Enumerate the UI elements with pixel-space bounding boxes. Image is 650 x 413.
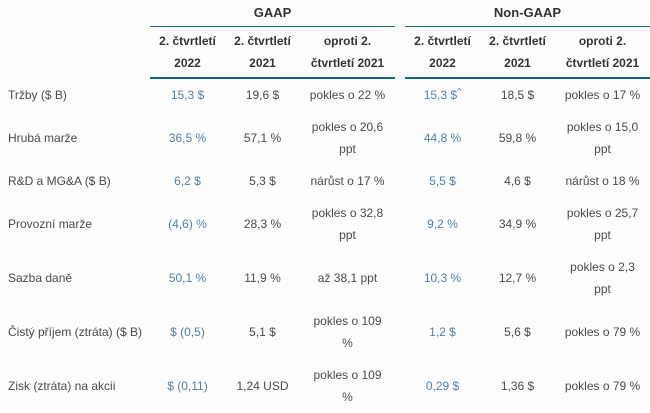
gaap-cell-q2-2022: 50,1 %: [168, 271, 207, 285]
nongaap-cell-change: pokles o 79 %: [555, 359, 650, 413]
nongaap-cell-change: pokles o 79 %: [555, 305, 650, 359]
nongaap-col-q2-2021: 2. čtvrtletí 2021: [480, 26, 556, 79]
gaap-cell-q2-2022: (4,6) %: [168, 217, 207, 231]
corner-cell: [0, 27, 150, 79]
corner-cell: [0, 0, 150, 27]
nongaap-cell-q2-2022: 10,3 %: [423, 271, 462, 285]
gaap-cell-change: pokles o 109 %: [300, 305, 395, 359]
gaap-cell-q2-2022: 36,5 %: [168, 131, 207, 145]
gaap-cell-q2-2021: 11,9 %: [244, 271, 281, 285]
change-text: pokles o 15,0 ppt: [566, 120, 639, 156]
group-spacer: [395, 111, 405, 165]
change-text: pokles o 2,3 ppt: [570, 260, 635, 296]
group-spacer: [395, 0, 405, 27]
nongaap-cell-q2-2021: 5,6 $: [504, 325, 531, 339]
gaap-cell-q2-2021: 57,1 %: [243, 131, 282, 145]
gaap-cell-change: pokles o 20,6 ppt: [300, 111, 395, 165]
row-label: Zisk (ztráta) na akcii: [8, 379, 116, 393]
gaap-cell-q2-2021: 5,3 $: [249, 174, 276, 188]
nongaap-cell-q2-2021: 4,6 $: [504, 174, 531, 188]
group-spacer: [395, 78, 405, 111]
change-text: pokles o 32,8 ppt: [311, 206, 384, 242]
nongaap-cell-change: pokles o 17 %: [555, 78, 650, 111]
group-spacer: [395, 251, 405, 305]
nongaap-cell-change: pokles o 15,0 ppt: [555, 111, 650, 165]
nongaap-cell-q2-2021: 34,9 %: [498, 217, 537, 231]
nongaap-cell-q2-2022: 0,29 $: [425, 379, 460, 393]
nongaap-group-header: Non-GAAP: [405, 0, 650, 27]
change-text: pokles o 25,7 ppt: [566, 206, 639, 242]
gaap-cell-change: pokles o 32,8 ppt: [300, 197, 395, 251]
nongaap-cell-change: pokles o 25,7 ppt: [555, 197, 650, 251]
change-text: pokles o 22 %: [309, 88, 386, 102]
change-text: nárůst o 17 %: [310, 174, 385, 188]
gaap-group-header: GAAP: [150, 0, 396, 27]
nongaap-col-q2-2022: 2. čtvrtletí 2022: [405, 26, 481, 79]
group-spacer: [395, 305, 405, 359]
gaap-cell-q2-2022: $ (0,5): [170, 325, 205, 339]
gaap-cell-q2-2022: $ (0,11): [167, 379, 208, 393]
change-text: pokles o 79 %: [564, 379, 641, 393]
table-row: Provozní marže (4,6) % 28,3 % pokles o 32,8…: [0, 197, 650, 251]
gaap-cell-change: až 38,1 ppt: [300, 251, 395, 305]
change-text: pokles o 17 %: [564, 88, 641, 102]
table-row: Tržby ($ B) 15,3 $ 19,6 $ pokles o 22 % 15,3…: [0, 78, 650, 111]
nongaap-cell-q2-2021: 59,8 %: [498, 131, 537, 145]
gaap-cell-change: nárůst o 17 %: [300, 165, 395, 197]
nongaap-col-change: oproti 2. čtvrtletí 2021: [555, 26, 650, 79]
change-text: pokles o 20,6 ppt: [311, 120, 384, 156]
nongaap-cell-q2-2021: 12,7 %: [498, 271, 537, 285]
row-label: Hrubá marže: [8, 131, 78, 145]
group-spacer: [395, 165, 405, 197]
change-text: pokles o 109 %: [313, 368, 382, 404]
table-row: Sazba daně 50,1 % 11,9 % až 38,1 ppt 10,3 % 1…: [0, 251, 650, 305]
group-header-row: GAAP Non-GAAP: [0, 0, 650, 27]
nongaap-cell-q2-2022: 44,8 %: [423, 131, 462, 145]
row-label: Provozní marže: [8, 217, 93, 231]
table-body: Tržby ($ B) 15,3 $ 19,6 $ pokles o 22 % 15,3…: [0, 78, 650, 413]
gaap-cell-q2-2021: 28,3 %: [243, 217, 282, 231]
nongaap-cell-q2-2021: 18,5 $: [500, 88, 535, 102]
table-row: R&D a MG&A ($ B) 6,2 $ 5,3 $ nárůst o 17 % 5…: [0, 165, 650, 197]
nongaap-cell-q2-2022: 9,2 %: [427, 217, 458, 231]
gaap-cell-q2-2021: 1,24 USD: [236, 379, 289, 393]
nongaap-cell-change: nárůst o 18 %: [555, 165, 650, 197]
nongaap-cell-q2-2021: 1,36 $: [500, 379, 535, 393]
row-label: Tržby ($ B): [8, 87, 67, 102]
column-header-row: 2. čtvrtletí 2022 2. čtvrtletí 2021 opro…: [0, 26, 650, 79]
gaap-col-change: oproti 2. čtvrtletí 2021: [300, 26, 396, 79]
table-row: Čistý příjem (ztráta) ($ B) $ (0,5) 5,1 $ p…: [0, 305, 650, 359]
nongaap-cell-q2-2022: 1,2 $: [429, 325, 456, 339]
change-text: pokles o 79 %: [564, 325, 641, 339]
gaap-cell-q2-2021: 19,6 $: [245, 88, 280, 102]
footnote-marker: ^: [457, 86, 462, 96]
nongaap-cell-change: pokles o 2,3 ppt: [555, 251, 650, 305]
row-label: Sazba daně: [8, 271, 73, 285]
group-spacer: [395, 359, 405, 413]
group-spacer: [395, 27, 405, 79]
nongaap-cell-q2-2022: 15,3 $^: [423, 86, 462, 103]
table-row: Zisk (ztráta) na akcii $ (0,11) 1,24 USD po…: [0, 359, 650, 413]
gaap-col-q2-2022: 2. čtvrtletí 2022: [150, 26, 225, 79]
change-text: nárůst o 18 %: [565, 174, 640, 188]
group-spacer: [395, 197, 405, 251]
change-text: pokles o 109 %: [313, 314, 382, 350]
gaap-cell-change: pokles o 109 %: [300, 359, 395, 413]
gaap-cell-q2-2022: 15,3 $: [170, 88, 205, 102]
table-header: GAAP Non-GAAP 2. čtvrtletí 2022 2. čtvrt…: [0, 0, 650, 79]
table-row: Hrubá marže 36,5 % 57,1 % pokles o 20,6 ppt…: [0, 111, 650, 165]
change-text: až 38,1 ppt: [317, 271, 378, 285]
gaap-cell-change: pokles o 22 %: [300, 78, 395, 111]
row-label: Čistý příjem (ztráta) ($ B): [8, 325, 143, 339]
nongaap-cell-q2-2022: 5,5 $: [429, 174, 456, 188]
gaap-cell-q2-2022: 6,2 $: [174, 174, 201, 188]
row-label: R&D a MG&A ($ B): [8, 174, 111, 188]
gaap-cell-q2-2021: 5,1 $: [249, 325, 276, 339]
gaap-col-q2-2021: 2. čtvrtletí 2021: [225, 26, 300, 79]
